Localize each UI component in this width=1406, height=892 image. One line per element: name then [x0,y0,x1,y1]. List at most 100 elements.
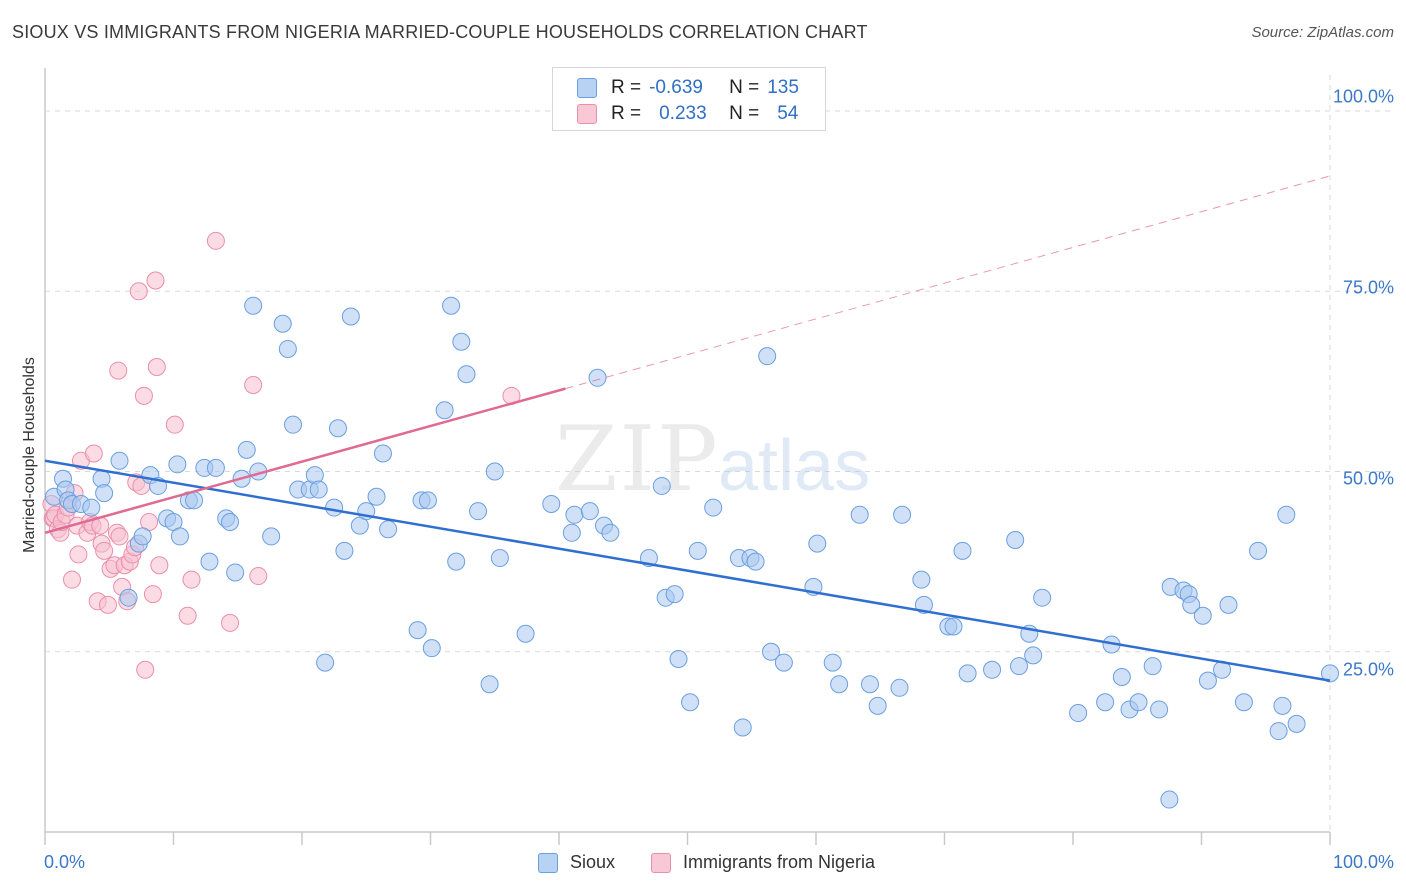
sioux-point [681,693,700,712]
nigeria-point [182,570,201,589]
sioux-point [953,541,972,560]
sioux-point [170,527,189,546]
sioux-point [447,552,466,571]
sioux-point [335,541,354,560]
correlation-legend: R = -0.639 N = 135 R = 0.233 N = 54 [552,67,826,131]
sioux-point [588,368,607,387]
sioux-point [237,440,256,459]
legend-row-nigeria: R = 0.233 N = 54 [577,102,798,126]
sioux-point [893,505,912,524]
sioux-point [1112,667,1131,686]
sioux-swatch [577,78,597,98]
sioux-points [44,296,1339,809]
legend-item-nigeria: Immigrants from Nigeria [651,852,875,873]
watermark-zip: ZIP [555,407,720,512]
y-tick-label: 25.0% [1342,659,1394,680]
sioux-point [1198,671,1217,690]
sioux-point [762,642,781,661]
sioux-point [868,696,887,715]
sioux-point [95,484,114,503]
sioux-point [1129,693,1148,712]
sioux-point [652,476,671,495]
sioux-point [206,458,225,477]
n-value: 135 [767,77,799,98]
sioux-point [1321,664,1339,683]
sioux-point [665,585,684,604]
sioux-point [1249,541,1268,560]
nigeria-trend-extension [565,175,1331,390]
nigeria-point [110,527,129,546]
sioux-point [442,296,461,315]
sioux-point [244,296,263,315]
sioux-point [1006,531,1025,550]
n-label: N = [729,103,760,124]
sioux-point [958,664,977,683]
x-tick-label-min: 0.0% [44,852,86,872]
sioux-point [325,498,344,517]
nigeria-point [178,606,197,625]
sioux-point [418,491,437,510]
sioux-point [1069,704,1088,723]
sioux-point [284,415,303,434]
sioux-point [469,502,488,521]
sioux-point [1096,693,1115,712]
sioux-point [808,534,827,553]
nigeria-point [221,613,240,632]
sioux-swatch [538,852,558,873]
sioux-point [1150,700,1169,719]
nigeria-swatch [577,104,597,124]
sioux-point [1024,646,1043,665]
sioux-point [341,307,360,326]
sioux-point [408,621,427,640]
sioux-point [565,505,584,524]
sioux-point [774,653,793,672]
sioux-point [200,552,219,571]
sioux-point [542,494,561,513]
sioux-point [452,332,471,351]
sioux-point [1182,595,1201,614]
nigeria-point [95,541,114,560]
sioux-point [221,512,240,531]
nigeria-point [165,415,184,434]
sioux-point [367,487,386,506]
y-tick-label: 75.0% [1342,277,1394,298]
legend-label-nigeria: Immigrants from Nigeria [683,852,876,872]
sioux-point [912,570,931,589]
sioux-point [1193,606,1212,625]
sioux-point [516,624,535,643]
nigeria-point [146,271,165,290]
n-value: 54 [777,103,799,124]
nigeria-point [150,556,169,575]
sioux-point [480,675,499,694]
sioux-point [278,339,297,358]
sioux-point [688,541,707,560]
sioux-point [119,588,138,607]
sioux-point [860,675,879,694]
sioux-point [830,675,849,694]
sioux-point [669,649,688,668]
sioux-point [1277,505,1296,524]
nigeria-point [69,545,88,564]
nigeria-point [109,361,128,380]
sioux-point [746,552,765,571]
sioux-point [733,718,752,737]
r-value: -0.639 [649,77,703,98]
sioux-point [890,678,909,697]
sioux-point [379,520,398,539]
sioux-point [262,527,281,546]
y-tick-label: 50.0% [1342,468,1394,489]
sioux-point [82,498,101,517]
r-label: R = [611,103,642,124]
nigeria-point [84,444,103,463]
sioux-point [373,444,392,463]
legend-label-sioux: Sioux [570,852,616,872]
sioux-point [110,451,129,470]
sioux-point [226,563,245,582]
sioux-point [944,617,963,636]
n-label: N = [729,77,760,98]
legend-item-sioux: Sioux [538,852,615,873]
y-tick-label: 100.0% [1332,86,1394,107]
sioux-point [601,523,620,542]
nigeria-swatch [651,852,671,873]
